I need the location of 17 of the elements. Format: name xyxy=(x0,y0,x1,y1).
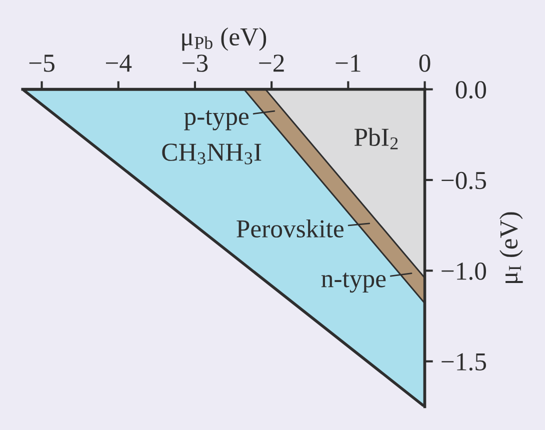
x-tick-label: 0 xyxy=(419,54,430,72)
y-tick-label: −1.5 xyxy=(442,353,486,371)
annotation: Perovskite xyxy=(236,219,344,238)
y-tick-label: −0.5 xyxy=(442,172,486,190)
x-tick-label: −1 xyxy=(336,54,360,72)
x-axis-title: μ$_{Pb}$ (eV) xyxy=(182,27,266,51)
legend-label: CH$_{3}$NH$_{3}$I xyxy=(162,144,262,164)
y-tick-label: 0.0 xyxy=(456,81,486,99)
x-tick-label: −4 xyxy=(106,54,132,72)
x-tick-label: −5 xyxy=(29,54,54,72)
x-tick-label: −2 xyxy=(259,54,284,72)
annotation: p-type xyxy=(184,110,249,130)
y-axis-title: μ$_{I}$ (eV) xyxy=(499,212,523,284)
y-tick-label: −1.0 xyxy=(442,262,486,280)
x-tick-label: −3 xyxy=(182,54,208,72)
annotation: n-type xyxy=(321,272,386,293)
series-label: PbI$_{2}$ xyxy=(354,128,398,150)
